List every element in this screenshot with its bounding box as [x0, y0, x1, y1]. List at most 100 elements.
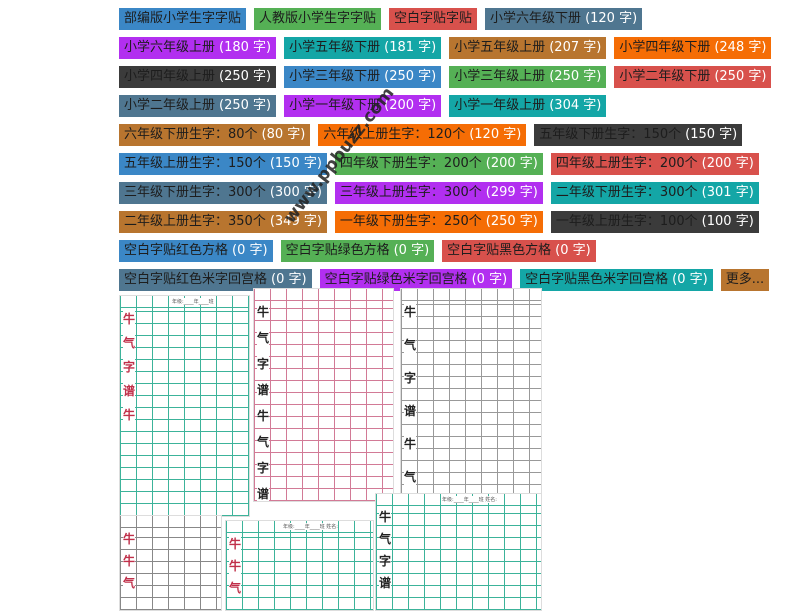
tag-count: (80 字)	[261, 127, 306, 142]
tag-button[interactable]: 五年级下册生字：150个 (150 字)	[534, 124, 743, 146]
tag-button[interactable]: 小学一年级上册 (304 字)	[449, 95, 607, 117]
tag-label: 小学六年级上册	[124, 40, 216, 55]
tag-count: (200 字)	[485, 156, 538, 171]
tag-label: 空白字贴黑色方格	[447, 243, 552, 258]
tag-button[interactable]: 小学二年级下册 (250 字)	[614, 66, 772, 88]
sheet-character: 气	[229, 579, 242, 596]
tag-button[interactable]: 四年级上册生字：200个 (200 字)	[550, 153, 759, 175]
tag-button[interactable]: 二年级上册生字：350个 (349 字)	[119, 211, 327, 233]
tag-button[interactable]: 小学一年级下册 (200 字)	[284, 95, 442, 117]
tag-button[interactable]: 小学二年级上册 (250 字)	[119, 95, 277, 117]
tag-count: (349 字)	[269, 214, 322, 229]
tag-count: (304 字)	[549, 98, 602, 113]
tag-button[interactable]: 空白字贴红色方格 (0 字)	[119, 240, 273, 262]
tag-label: 小学六年级下册	[490, 11, 582, 26]
sheet-character: 气	[404, 336, 417, 353]
sheet-character: 气	[404, 468, 417, 485]
sheet-header: 年级:____年____班 姓名:	[442, 496, 497, 503]
tag-button[interactable]: 六年级下册生字：80个 (80 字)	[119, 124, 311, 146]
tag-count: (250 字)	[714, 69, 767, 84]
tag-label: 三年级上册生字：300个	[339, 185, 482, 200]
tag-count: (301 字)	[701, 185, 754, 200]
tag-count: (120 字)	[469, 127, 522, 142]
tag-button[interactable]: 小学六年级上册 (180 字)	[119, 37, 277, 59]
tag-label: 四年级下册生字：200个	[339, 156, 482, 171]
tag-button[interactable]: 一年级下册生字：250个 (250 字)	[334, 211, 543, 233]
tag-button[interactable]: 空白字贴红色米字回宫格 (0 字)	[119, 269, 312, 291]
sheet-character: 字	[379, 552, 392, 569]
tag-button[interactable]: 一年级上册生字：100个 (100 字)	[550, 211, 759, 233]
tag-count: (150 字)	[685, 127, 738, 142]
tag-button[interactable]: 空白字贴黑色米字回宫格 (0 字)	[520, 269, 713, 291]
tag-label: 小学一年级上册	[454, 98, 546, 113]
tag-count: (250 字)	[219, 98, 272, 113]
tag-label: 二年级上册生字：350个	[124, 214, 266, 229]
sheet-character: 谱	[404, 402, 417, 419]
tag-button[interactable]: 小学五年级上册 (207 字)	[449, 37, 607, 59]
tag-button[interactable]: 四年级下册生字：200个 (200 字)	[334, 153, 543, 175]
tag-button[interactable]: 空白字贴绿色米字回宫格 (0 字)	[319, 269, 513, 291]
sheet-character: 字	[257, 355, 270, 372]
sheet-character: 谱	[257, 485, 270, 501]
sheet-character: 字	[123, 358, 136, 375]
tag-count: (250 字)	[384, 69, 437, 84]
tag-button[interactable]: 更多...	[720, 269, 770, 291]
tag-count: (0 字)	[271, 272, 307, 287]
sheet-character: 字	[404, 369, 417, 386]
tag-label: 一年级上册生字：100个	[555, 214, 698, 229]
sheet-character: 气	[257, 433, 270, 450]
sheet-character: 牛	[229, 557, 242, 574]
practice-sheet[interactable]: 牛牛气	[119, 515, 222, 611]
tag-count: (250 字)	[485, 214, 538, 229]
tag-count: (299 字)	[485, 185, 538, 200]
sheet-character: 牛	[123, 406, 136, 423]
tag-button[interactable]: 部编版小学生字字贴	[119, 8, 247, 30]
tag-button[interactable]: 小学三年级上册 (250 字)	[449, 66, 607, 88]
tag-count: (0 字)	[232, 243, 268, 258]
tag-count: (181 字)	[384, 40, 437, 55]
practice-sheet[interactable]: 牛气字谱牛气字谱	[253, 288, 394, 502]
tag-count: (0 字)	[393, 243, 430, 258]
sheet-character: 牛	[123, 530, 136, 547]
tag-button[interactable]: 小学四年级下册 (248 字)	[614, 37, 772, 59]
sheet-character: 谱	[257, 381, 270, 398]
tag-button[interactable]: 六年级上册生字：120个 (120 字)	[318, 124, 527, 146]
tag-label: 五年级下册生字：150个	[539, 127, 682, 142]
tag-button[interactable]: 空白字贴黑色方格 (0 字)	[442, 240, 596, 262]
sheet-character: 气	[123, 574, 136, 591]
tag-button[interactable]: 小学三年级下册 (250 字)	[284, 66, 442, 88]
tag-list: 部编版小学生字字贴 人教版小学生字字贴 空白字贴字贴 小学六年级下册 (120 字) 小学…	[119, 8, 779, 291]
tag-count: (200 字)	[384, 98, 437, 113]
practice-sheet[interactable]: 年级:____年____班 姓名: 牛气字谱	[375, 493, 542, 611]
tag-button[interactable]: 二年级下册生字：300个 (301 字)	[550, 182, 759, 204]
tag-button[interactable]: 小学五年级下册 (181 字)	[284, 37, 442, 59]
tag-button[interactable]: 小学六年级下册 (120 字)	[485, 8, 643, 30]
tag-label: 小学三年级下册	[289, 69, 381, 84]
tag-label: 小学二年级上册	[124, 98, 216, 113]
tag-count: (207 字)	[549, 40, 602, 55]
tag-count: (180 字)	[219, 40, 272, 55]
tag-button[interactable]: 五年级上册生字：150个 (150 字)	[119, 153, 327, 175]
tag-count: (100 字)	[701, 214, 754, 229]
practice-sheet[interactable]: 年级:____年____班 姓名: 牛牛气	[225, 520, 374, 611]
practice-sheet[interactable]: 年级:____年____班牛气字谱牛	[119, 295, 250, 517]
tag-count: (150 字)	[269, 156, 322, 171]
sheet-character: 牛	[229, 535, 242, 552]
tag-label: 更多...	[725, 272, 765, 287]
sheet-character: 气	[257, 329, 270, 346]
tag-button[interactable]: 三年级下册生字：300个 (300 字)	[119, 182, 327, 204]
tag-label: 六年级上册生字：120个	[323, 127, 466, 142]
tag-button[interactable]: 人教版小学生字字贴	[254, 8, 382, 30]
tag-button[interactable]: 小学四年级上册 (250 字)	[119, 66, 277, 88]
tag-button[interactable]: 空白字贴绿色方格 (0 字)	[280, 240, 435, 262]
tag-button[interactable]: 三年级上册生字：300个 (299 字)	[334, 182, 543, 204]
tag-label: 人教版小学生字字贴	[259, 11, 377, 26]
tag-count: (248 字)	[714, 40, 767, 55]
sheet-header: 年级:____年____班 姓名:	[283, 523, 338, 530]
tag-label: 空白字贴红色方格	[124, 243, 229, 258]
tag-button[interactable]: 空白字贴字贴	[389, 8, 478, 30]
sheet-character: 牛	[257, 303, 270, 320]
tag-label: 五年级上册生字：150个	[124, 156, 266, 171]
